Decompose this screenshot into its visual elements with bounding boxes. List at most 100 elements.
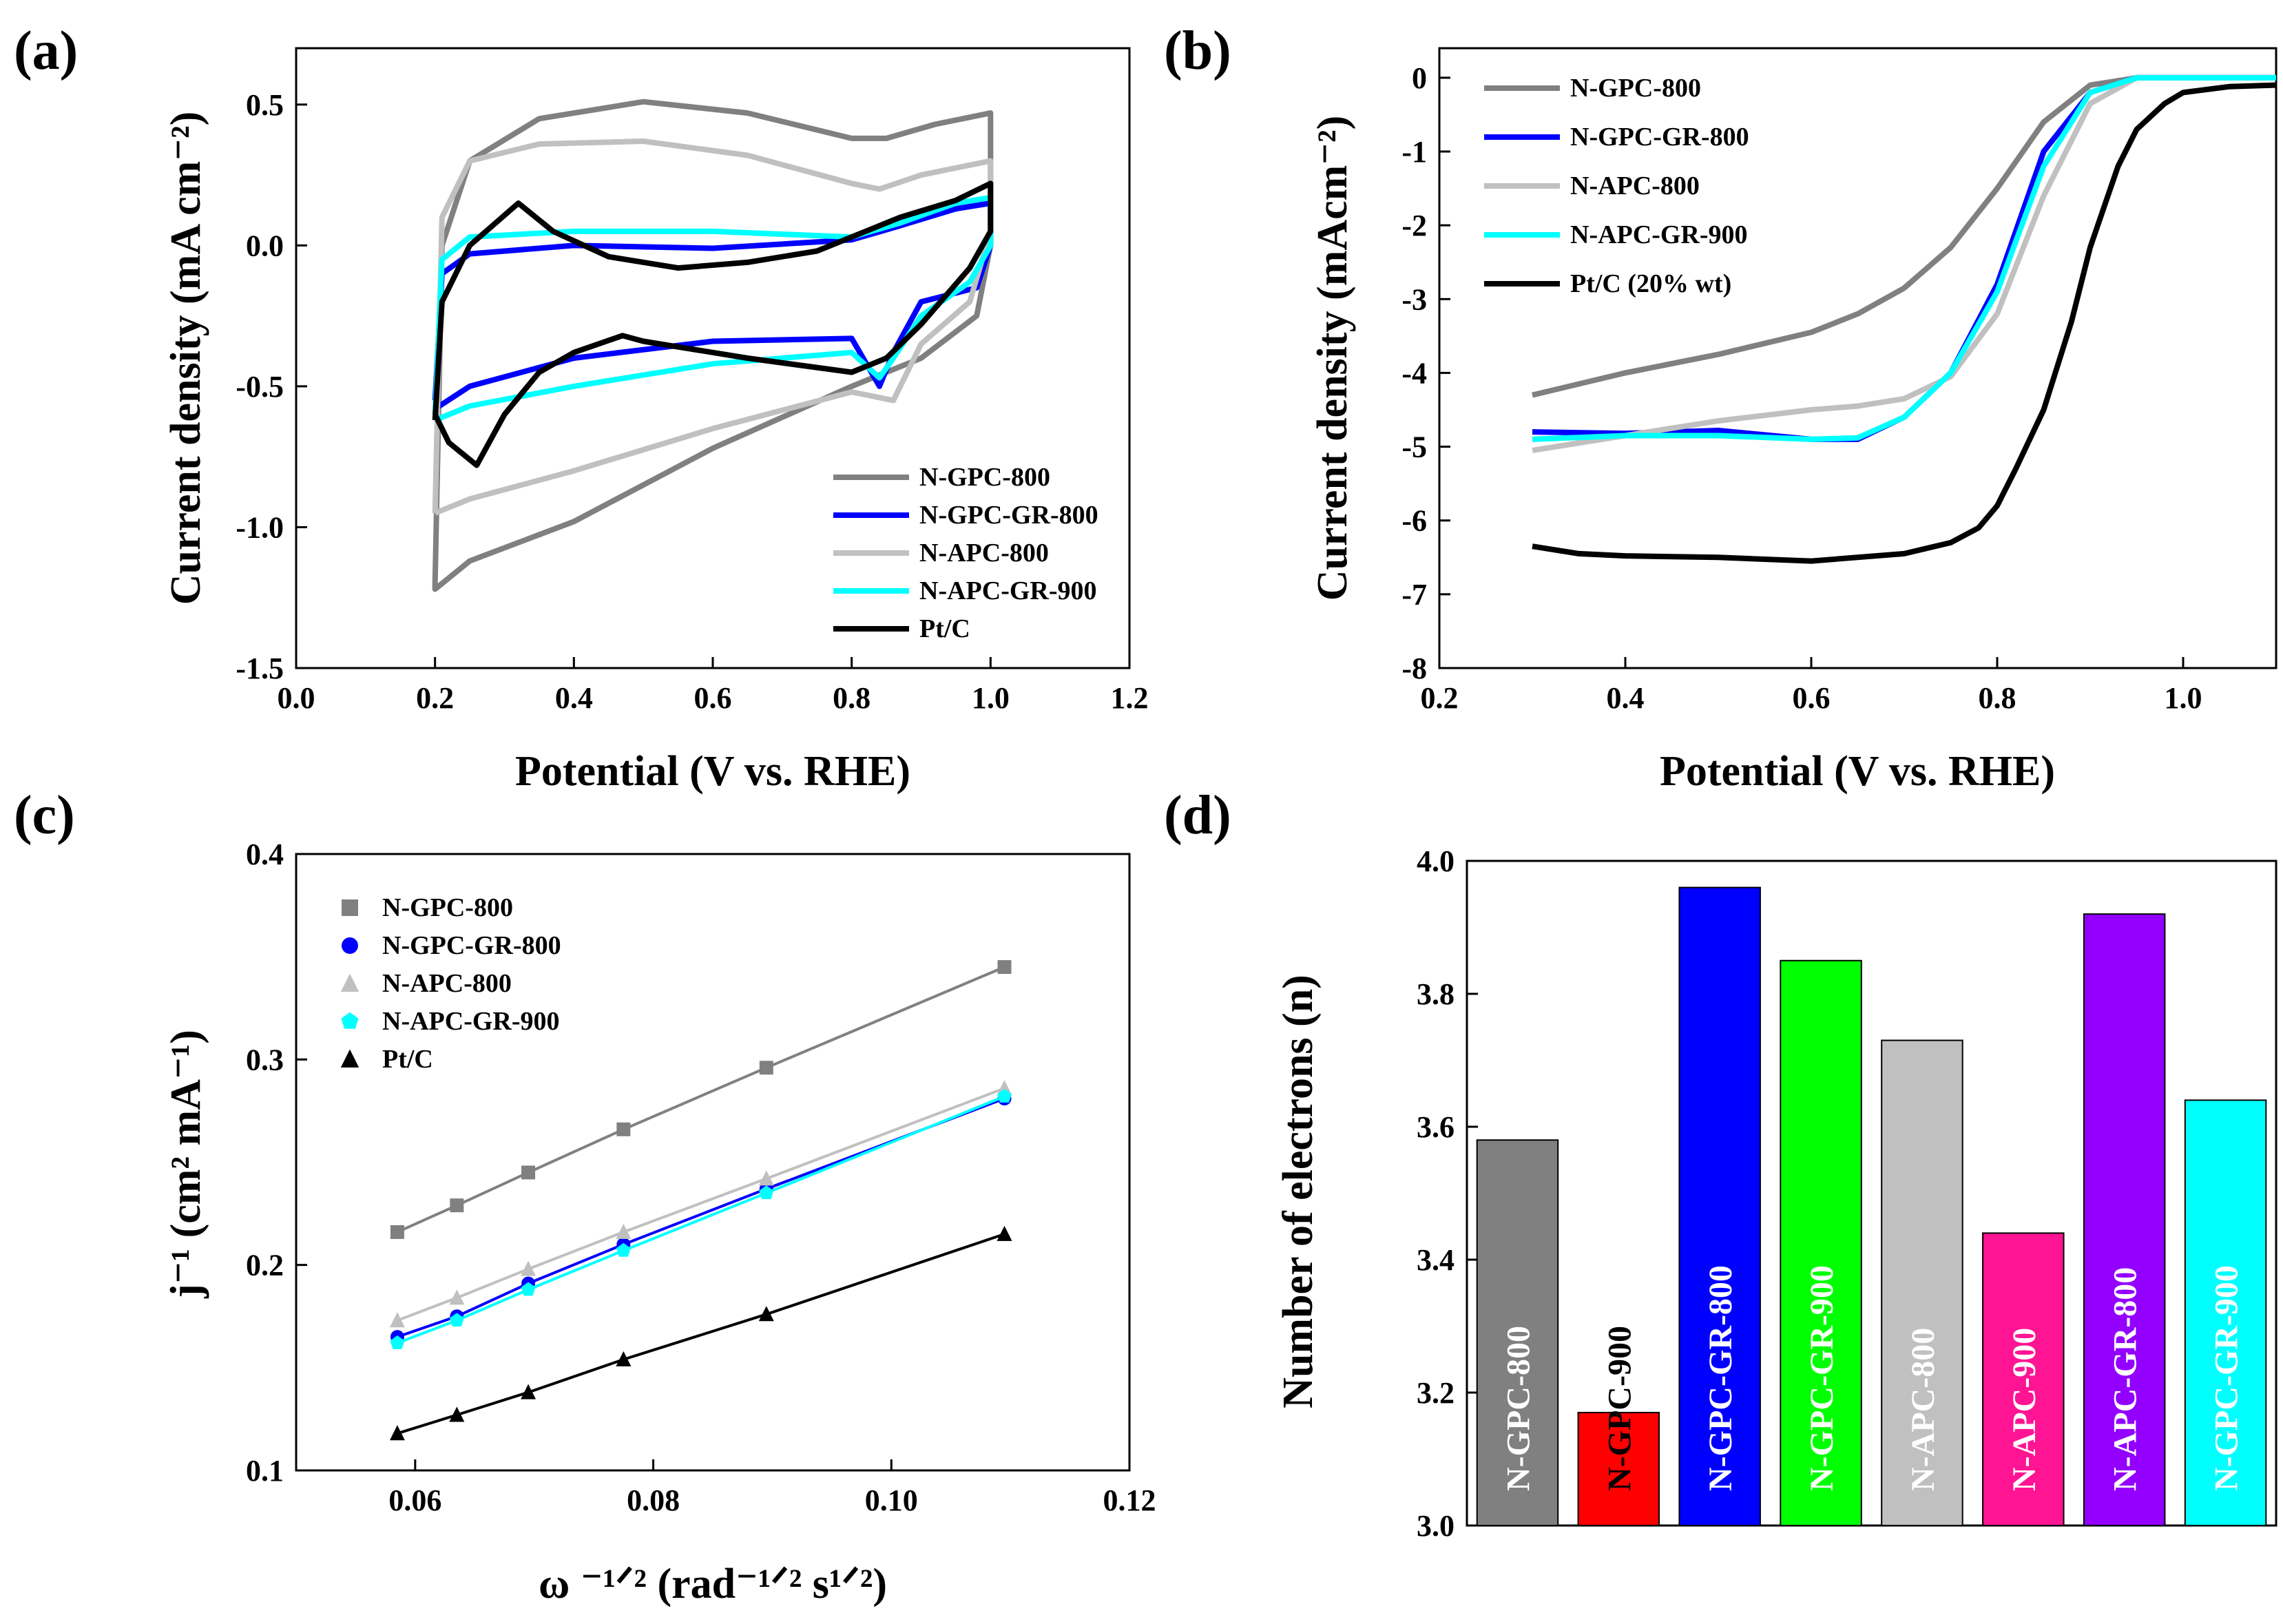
panel-c-point-n-apc-gr-900 [616,1242,631,1257]
panel-a-ytick-label: 0.0 [246,229,284,262]
panel-c-point-n-apc-gr-900 [759,1185,774,1200]
panel-d-bar-label: N-GPC-GR-900 [2209,1265,2245,1491]
panel-b-legend-label: N-GPC-800 [1570,74,1701,103]
panel-a-ylabel: Current density (mA cm⁻²) [163,112,209,605]
panel-c-point-n-apc-800 [997,1080,1012,1096]
panel-d-bar-label: N-GPC-GR-800 [1702,1265,1739,1491]
panel-a-xtick-label: 0.2 [416,681,454,715]
panel-d-bar-label: N-APC-GR-800 [2107,1267,2144,1491]
panel-c-legend-marker [342,899,358,916]
panel-a-legend-label: N-GPC-800 [919,463,1050,492]
panel-c-point-pt-c [521,1384,536,1399]
panel-c-legend-marker [340,1049,359,1068]
panel-c-legend-label: N-GPC-800 [382,893,513,922]
panel-a-legend-label: N-APC-800 [919,539,1049,568]
panel-c-point-n-apc-800 [389,1312,405,1328]
panel-c-point-n-apc-800 [449,1289,465,1305]
panel-c-ylabel: j⁻¹ (cm² mA⁻¹) [163,1030,209,1299]
panel-d-bar-label: N-GPC-900 [1601,1326,1638,1491]
panel-label-d: (d) [1164,785,1231,846]
panel-b-series-n-apc-gr-900 [1532,74,2276,442]
panel-a-series-n-apc-800 [432,138,994,516]
panel-d-ytick-label: 3.4 [1417,1243,1455,1277]
panel-b-ytick-label: -8 [1401,652,1427,685]
panel-b-frame [1438,47,2277,669]
panel-d-bar [2184,1099,2267,1526]
panel-c-point-n-gpc-800 [616,1122,631,1136]
panel-b-xlabel: Potential (V vs. RHE) [1660,748,2055,795]
panel-b-legend-label: N-APC-GR-900 [1570,220,1748,249]
panel-c-point-n-apc-gr-900 [521,1282,536,1296]
panel-d-ytick-label: 4.0 [1417,844,1455,878]
panel-a-legend-label: N-APC-GR-900 [919,576,1097,605]
panel-d-ylabel: Number of electrons (n) [1275,975,1322,1408]
panel-b-ytick-label: -6 [1401,504,1427,538]
panel-a-series-n-gpc-800 [432,98,994,592]
panel-a-xtick-label: 1.2 [1111,681,1149,715]
panel-d-ytick-label: 3.6 [1417,1110,1455,1144]
panel-b-legend-label: Pt/C (20% wt) [1570,269,1731,298]
panel-c-fit-n-gpc-800 [397,966,1005,1233]
panel-a-cv-chart: 0.0 0.2 0.4 0.6 0.8 1.0 1.2-1.5-1.0-0.50.00.5 … [163,47,1149,795]
panel-b-ytick-label: -2 [1401,209,1427,242]
panel-c-point-n-apc-800 [758,1170,774,1186]
panel-d-ytick-label: 3.2 [1417,1376,1455,1410]
panel-a-series-pt-c [432,180,994,468]
panel-c-point-pt-c [997,1225,1012,1241]
panel-d-bar-label: N-APC-800 [1905,1328,1941,1491]
panel-label-b: (b) [1164,21,1231,81]
panel-b-ytick-label: -1 [1401,135,1427,169]
panel-c-xtick-label: 0.10 [865,1484,918,1517]
panel-c-point-n-gpc-800 [759,1061,773,1075]
panel-d-bar [1678,886,1761,1526]
panel-b-ytick-label: 0 [1412,61,1427,95]
panel-a-ytick-label: -1.5 [236,652,284,685]
panel-d-ytick-label: 3.8 [1417,977,1455,1011]
panel-d-bar-label: N-APC-900 [2006,1328,2043,1491]
panel-b-ytick-label: -7 [1401,578,1427,612]
panel-c-ytick-label: 0.1 [246,1454,284,1488]
panel-c-frame [295,853,1131,1472]
panel-a-frame [295,47,1131,669]
panel-d-bar-chart: 3.0 3.2 3.4 3.6 3.8 4.0 N-GPC-800 N-GPC-900 N-G… [1275,844,2277,1543]
panel-a-ytick-label: -1.0 [236,510,284,544]
panel-b-ytick-label: -3 [1401,282,1427,316]
panel-c-xtick-label: 0.06 [388,1484,441,1517]
panel-c-ytick-label: 0.2 [246,1249,284,1282]
panel-c-point-pt-c [449,1406,465,1422]
panel-a-xtick-label: 0.4 [555,681,593,715]
panel-a-legend-label: Pt/C [919,614,970,643]
panel-d-ytick-label: 3.0 [1417,1509,1455,1543]
panel-c-legend-label: Pt/C [382,1045,433,1074]
panel-b-ytick-label: -5 [1401,430,1427,464]
panel-a-xtick-label: 1.0 [972,681,1010,715]
panel-b-ytick-label: -4 [1401,356,1427,390]
panel-c-fit-n-gpc-gr-800 [397,1097,1005,1338]
panel-c-xtick-label: 0.12 [1103,1484,1156,1517]
panel-a-xtick-label: 0.0 [278,681,315,715]
panel-a-xtick-label: 0.8 [833,681,871,715]
panel-c-legend-label: N-APC-800 [382,969,512,998]
panel-label-a: (a) [14,21,78,81]
panel-c-legend-label: N-GPC-GR-800 [382,931,561,960]
panel-b-series-pt-c--20--wt- [1532,82,2277,564]
panel-d-bar [1476,1139,1559,1527]
panel-c-point-n-apc-800 [521,1260,536,1276]
panel-c-xtick-label: 0.08 [627,1484,680,1517]
panel-b-legend-label: N-GPC-GR-800 [1570,123,1749,152]
panel-d-bar [2083,913,2166,1526]
panel-c-fit-n-apc-gr-900 [397,1095,1005,1344]
panel-d-bar [1780,959,1862,1526]
panel-c-point-n-gpc-800 [450,1198,464,1213]
panel-d-bar [1982,1232,2065,1527]
panel-c-ytick-label: 0.4 [246,837,284,871]
panel-c-point-pt-c [389,1425,405,1441]
panel-c-point-n-gpc-800 [997,960,1012,975]
panel-c-legend-marker [342,937,358,954]
panel-a-ytick-label: -0.5 [236,370,284,404]
panel-c-point-n-gpc-800 [390,1225,404,1239]
panel-c-ytick-label: 0.3 [246,1043,284,1076]
panel-b-xtick-label: 0.6 [1793,681,1831,715]
panel-c-koutecky-levich-chart: 0.06 0.08 0.10 0.12 0.1 0.2 0.3 0.4 ω ⁻¹ᐟ² (rad… [163,837,1156,1607]
